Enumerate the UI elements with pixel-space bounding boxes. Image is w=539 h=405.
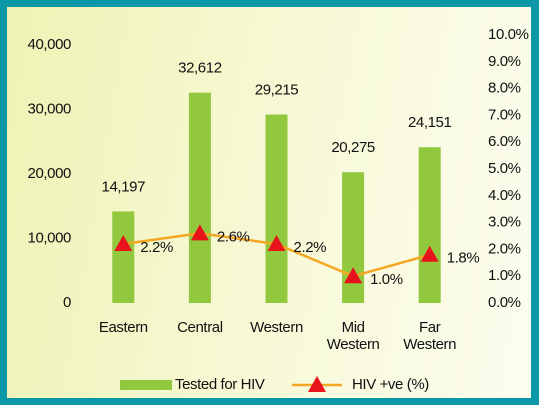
legend-swatch <box>120 380 172 390</box>
data-label: 20,275 <box>331 139 375 156</box>
x-tick-label: Central <box>177 319 223 336</box>
y-tick-label: 40,000 <box>28 36 72 53</box>
bar <box>265 114 288 303</box>
y2-tick-label: 7.0% <box>488 106 521 123</box>
data-label: 2.2% <box>294 239 327 256</box>
bar <box>418 147 441 303</box>
chart: 0 10,000 20,000 30,000 40,000 0.0% 1.0% 2.0% 3.0… <box>28 26 529 393</box>
data-label: 2.2% <box>140 239 173 256</box>
y2-tick-label: 1.0% <box>488 267 521 284</box>
marker <box>420 245 439 262</box>
y2-tick-label: 5.0% <box>488 160 521 177</box>
marker <box>267 235 286 252</box>
y2-tick-label: 0.0% <box>488 294 521 311</box>
data-label: 24,151 <box>408 114 452 131</box>
legend-marker <box>308 376 326 392</box>
y2-tick-label: 4.0% <box>488 187 521 204</box>
bar <box>342 172 365 303</box>
data-label: 14,197 <box>102 178 146 195</box>
data-label: 32,612 <box>178 60 222 77</box>
bar <box>112 211 135 303</box>
y-tick-label: 10,000 <box>28 229 72 246</box>
marker <box>190 224 209 241</box>
x-tick-label: Western <box>250 319 303 336</box>
y2-tick-label: 6.0% <box>488 133 521 150</box>
y2-tick-label: 8.0% <box>488 80 521 97</box>
y2-tick-label: 3.0% <box>488 214 521 231</box>
data-label: 1.8% <box>447 250 480 267</box>
x-tick-label: Eastern <box>98 319 148 336</box>
data-label: 2.6% <box>217 228 250 245</box>
marker <box>344 267 363 284</box>
data-label: 1.0% <box>370 271 403 288</box>
y2-tick-label: 2.0% <box>488 240 521 257</box>
data-label: 29,215 <box>255 82 299 99</box>
y-tick-label: 0 <box>63 294 71 311</box>
chart-area: 0 10,000 20,000 30,000 40,000 0.0% 1.0% 2.0% 3.0… <box>7 7 531 398</box>
y2-tick-label: 10.0% <box>488 26 529 43</box>
bar <box>188 92 211 303</box>
y2-tick-label: 9.0% <box>488 53 521 70</box>
marker <box>114 235 133 252</box>
y-tick-label: 20,000 <box>28 165 72 182</box>
legend-label: Tested for HIV <box>175 376 265 393</box>
x-tick-label: Mid Western <box>326 319 380 353</box>
y-tick-label: 30,000 <box>28 100 72 117</box>
x-tick-label: Far Western <box>403 319 457 353</box>
legend-label: HIV +ve (%) <box>352 376 429 393</box>
